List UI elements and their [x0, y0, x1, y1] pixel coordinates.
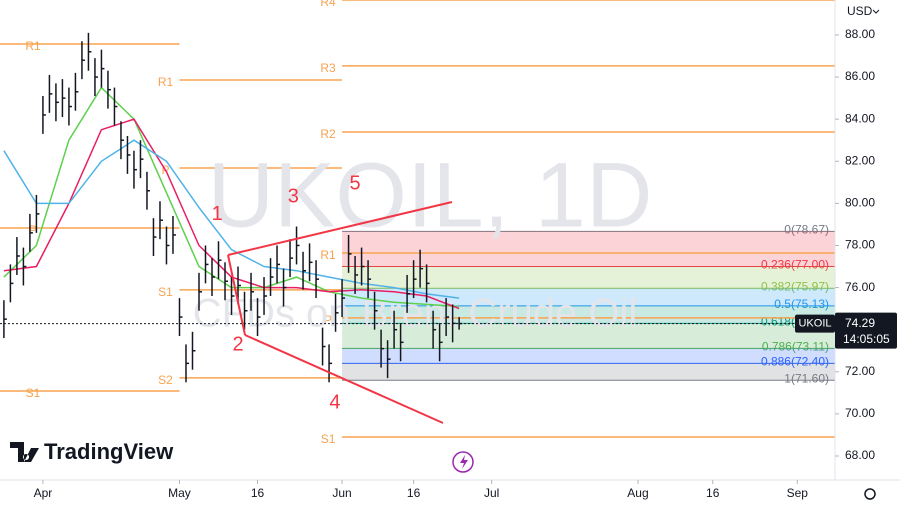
y-tick-label: 78.00 [845, 238, 875, 252]
fib-label: 0.5(75.13) [774, 297, 829, 311]
fib-zone [342, 231, 835, 267]
x-tick-label: 16 [407, 486, 421, 500]
lightning-icon [460, 455, 468, 469]
logo-mark [10, 442, 39, 462]
fib-zone [342, 363, 835, 381]
y-tick-label: 86.00 [845, 69, 875, 83]
wave-label: 5 [350, 173, 361, 195]
x-tick-label: May [168, 486, 191, 500]
fib-zone [342, 266, 835, 289]
pivot-label: S1 [26, 386, 41, 400]
chevron-icon [872, 9, 880, 14]
trend-line [244, 334, 444, 424]
pivot-label: S1 [158, 285, 173, 299]
x-tick-label: Apr [34, 486, 53, 500]
pivot-label: R2 [320, 127, 336, 141]
x-tick-label: Sep [787, 486, 809, 500]
axis-layer: 68.0070.0072.0074.0076.0078.0080.0082.00… [34, 27, 897, 500]
x-tick-label: Jul [484, 486, 499, 500]
fib-label: 0.382(75.97) [761, 279, 829, 293]
y-tick-label: 88.00 [845, 27, 875, 41]
x-tick-label: Aug [627, 486, 648, 500]
fib-layer: 0(78.67) 0.236(77.00) 0.382(75.97) 0.5(75.1… [342, 223, 835, 385]
moving-average [3, 139, 460, 299]
y-tick-label: 72.00 [845, 364, 875, 378]
fib-label: 0.886(72.40) [761, 355, 829, 369]
price-axis [835, 0, 900, 510]
wave-label: 1 [212, 203, 223, 225]
wave-label: 2 [232, 333, 243, 355]
pivot-label: P [324, 313, 332, 327]
brand-logo: TradingView [10, 439, 174, 464]
fib-zone [342, 288, 835, 306]
fib-label: 0.786(73.11) [762, 340, 829, 354]
y-tick-label: 82.00 [845, 153, 875, 167]
y-tick-label: 68.00 [845, 448, 875, 462]
watermark-subtitle: CFDs on Brent Crude Oil [193, 292, 638, 336]
pivot-label: R1 [25, 39, 41, 53]
pivot-label: R1 [158, 75, 174, 89]
y-tick-label: 84.00 [845, 111, 875, 125]
wave-label: 3 [288, 185, 299, 207]
pivot-label: S1 [321, 432, 336, 446]
y-tick-label: 80.00 [845, 196, 875, 210]
wave-label: 4 [329, 392, 340, 414]
pivot-label: P [29, 223, 37, 237]
currency-label[interactable]: USD [847, 4, 873, 18]
x-tick-label: Jun [332, 486, 351, 500]
y-tick-label: 70.00 [845, 406, 875, 420]
trend-line [227, 201, 453, 256]
pivot-label: R1 [320, 248, 336, 262]
fib-label: 0(78.67) [784, 223, 829, 237]
countdown-label: 14:05:05 [843, 332, 890, 346]
symbol-label: UKOIL [798, 317, 831, 329]
trend-line [227, 254, 246, 336]
x-tick-label: 16 [706, 486, 720, 500]
time-axis [0, 480, 835, 510]
fib-zone [342, 323, 835, 349]
waves-layer: 1 2 3 4 5 [0, 173, 835, 414]
price-label: 74.29 [845, 316, 875, 330]
bars-layer [3, 32, 463, 383]
fib-label: 1(71.60) [784, 371, 829, 385]
y-tick-label: 76.00 [845, 280, 875, 294]
fib-zone [342, 348, 835, 364]
price-tag [835, 312, 897, 349]
settings-icon[interactable] [864, 488, 876, 500]
brand-name: TradingView [44, 439, 174, 464]
fib-label: 0.236(77.00) [761, 258, 829, 272]
symbol-tag [795, 314, 835, 333]
watermark-title: UKOIL, 1D [208, 144, 653, 246]
pivot-label: S2 [158, 373, 173, 387]
fib-zone [342, 305, 835, 324]
pivot-label: R3 [320, 61, 336, 75]
pivot-label: R4 [320, 0, 336, 9]
x-tick-label: 16 [251, 486, 265, 500]
